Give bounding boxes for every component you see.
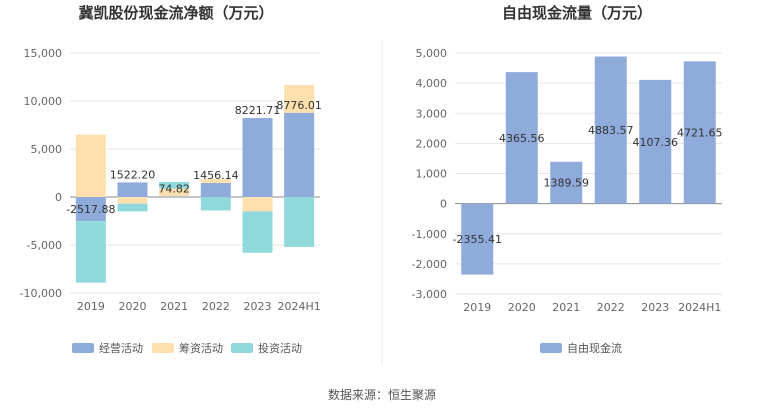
data-label: 1456.14 bbox=[193, 169, 239, 182]
chart2-legend: 自由现金流 bbox=[540, 341, 622, 355]
legend-swatch bbox=[231, 343, 253, 353]
chart2-title: 自由现金流量（万元） bbox=[502, 4, 652, 22]
chart2-data-labels: -2355.41 4365.56 1389.59 4883.574107.364721… bbox=[453, 124, 723, 246]
x-tick-label: 2020 bbox=[119, 300, 147, 313]
data-label: 1522.20 bbox=[110, 168, 156, 181]
data-label: 4883.57 bbox=[588, 124, 634, 137]
x-tick-label: 2019 bbox=[77, 300, 105, 313]
chart1-legend: 经营活动 筹资活动 投资活动 bbox=[72, 341, 302, 355]
bar-2023 bbox=[242, 211, 273, 253]
bar-2019 bbox=[75, 134, 106, 197]
x-tick-label: 2024H1 bbox=[678, 301, 721, 314]
y-tick-label: 5,000 bbox=[31, 143, 63, 156]
x-tick-label: 2024H1 bbox=[278, 300, 321, 313]
legend-label: 自由现金流 bbox=[567, 341, 622, 355]
bar-2024H1 bbox=[683, 61, 716, 204]
legend-label: 经营活动 bbox=[99, 341, 143, 355]
y-tick-label: 10,000 bbox=[24, 95, 63, 108]
x-tick-label: 2019 bbox=[463, 301, 491, 314]
y-tick-label: 4,000 bbox=[416, 77, 448, 90]
chart1-x-axis: 2019 2020 2021 2022 2023 2024H1 bbox=[77, 300, 321, 313]
chart2-grid bbox=[455, 52, 722, 295]
y-tick-label: -10,000 bbox=[20, 287, 62, 300]
y-tick-label: 0 bbox=[440, 198, 447, 211]
y-tick-label: 5,000 bbox=[416, 47, 448, 60]
data-label: 4107.36 bbox=[633, 136, 679, 149]
free-cashflow-chart: 自由现金流量（万元） 5,000 4,000 3,000 2,000 1,000 0 -1,… bbox=[412, 4, 723, 355]
y-tick-label: 1,000 bbox=[416, 168, 448, 181]
legend-label: 投资活动 bbox=[258, 341, 302, 355]
legend-swatch bbox=[540, 343, 562, 353]
data-label: 4365.56 bbox=[499, 132, 545, 145]
bar-2024H1 bbox=[284, 84, 315, 113]
chart2-bars bbox=[461, 56, 716, 275]
source-note: 数据来源：恒生聚源 bbox=[328, 387, 436, 402]
bar-2020 bbox=[117, 203, 148, 212]
bar-2022 bbox=[594, 56, 627, 204]
bar-2021 bbox=[159, 188, 190, 197]
bar-2019 bbox=[75, 197, 106, 222]
y-tick-label: 3,000 bbox=[416, 107, 448, 120]
y-tick-label: -2,000 bbox=[412, 258, 447, 271]
data-label: -2517.88 bbox=[66, 203, 115, 216]
chart2-y-axis: 5,000 4,000 3,000 2,000 1,000 0 -1,000 -2,000 -3… bbox=[412, 47, 447, 301]
y-tick-label: -3,000 bbox=[412, 288, 447, 301]
bar-2020 bbox=[117, 182, 148, 197]
bar-2023 bbox=[242, 118, 273, 197]
data-label: 4721.65 bbox=[677, 127, 723, 140]
data-label: 1389.59 bbox=[544, 177, 590, 190]
bar-2019 bbox=[75, 221, 106, 283]
x-tick-label: 2023 bbox=[641, 301, 669, 314]
legend-swatch bbox=[152, 343, 174, 353]
x-tick-label: 2021 bbox=[552, 301, 580, 314]
x-tick-label: 2020 bbox=[508, 301, 536, 314]
data-label: -2355.41 bbox=[453, 233, 502, 246]
bar-2024H1 bbox=[284, 112, 315, 197]
bar-2021 bbox=[159, 181, 190, 189]
bar-2023 bbox=[639, 79, 672, 204]
bar-2021 bbox=[550, 161, 583, 204]
x-tick-label: 2022 bbox=[202, 300, 230, 313]
chart1-bars bbox=[75, 84, 315, 283]
chart1-title: 冀凯股份现金流净额（万元） bbox=[78, 4, 273, 22]
bar-2022 bbox=[200, 197, 231, 211]
chart1-y-axis: 15,000 10,000 5,000 0 -5,000 -10,000 bbox=[20, 47, 62, 300]
data-label: 8776.01 bbox=[276, 99, 322, 112]
y-tick-label: -5,000 bbox=[27, 239, 62, 252]
legend-label: 筹资活动 bbox=[179, 341, 223, 355]
bar-2020 bbox=[117, 197, 148, 204]
bar-2023 bbox=[242, 197, 273, 212]
cashflow-net-chart: 冀凯股份现金流净额（万元） 15,000 10,000 5,000 0 -5,000 -1… bbox=[20, 4, 322, 355]
x-tick-label: 2023 bbox=[244, 300, 272, 313]
data-label: 8221.71 bbox=[235, 104, 281, 117]
data-label: 74.82 bbox=[158, 182, 190, 195]
chart2-x-axis: 2019 2020 2021 2022 2023 2024H1 bbox=[463, 301, 721, 314]
bar-2019 bbox=[461, 203, 494, 275]
y-tick-label: 15,000 bbox=[24, 47, 63, 60]
bar-2021 bbox=[159, 196, 190, 197]
bar-2022 bbox=[200, 179, 231, 184]
bar-2024H1 bbox=[284, 197, 315, 247]
x-tick-label: 2021 bbox=[160, 300, 188, 313]
y-tick-label: 2,000 bbox=[416, 137, 448, 150]
bar-2020 bbox=[505, 72, 538, 204]
bar-2022 bbox=[200, 183, 231, 197]
y-tick-label: -1,000 bbox=[412, 228, 447, 241]
chart1-grid bbox=[70, 52, 320, 294]
legend-swatch bbox=[72, 343, 94, 353]
y-tick-label: 0 bbox=[55, 191, 62, 204]
x-tick-label: 2022 bbox=[597, 301, 625, 314]
